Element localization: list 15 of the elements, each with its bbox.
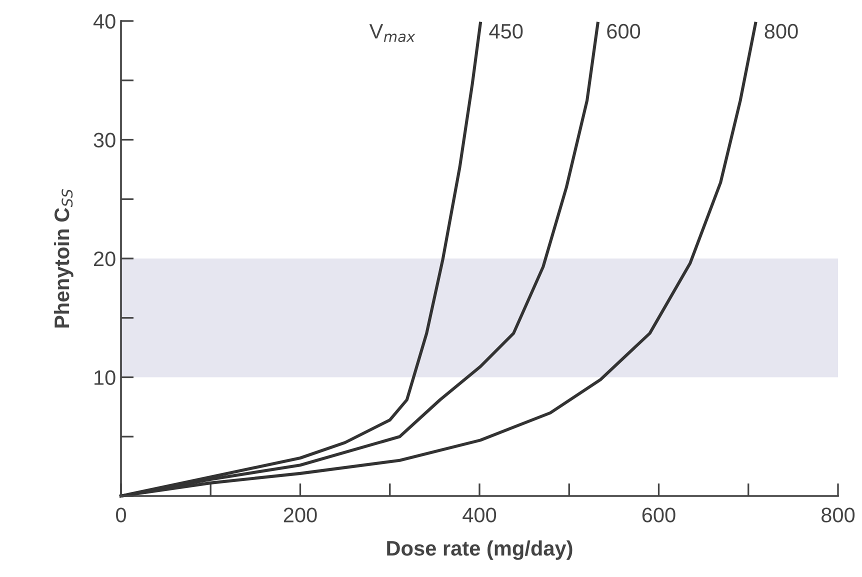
series-label: 600 (607, 24, 640, 39)
x-tick-label: 600 (642, 508, 676, 522)
y-tick-label: 20 (94, 252, 116, 266)
x-tick-label: 200 (284, 508, 317, 522)
y-tick-label: 30 (94, 132, 116, 148)
series-label: 800 (764, 24, 798, 39)
series-label: 450 (489, 24, 523, 39)
x-axis-title: Dose rate (mg/day) (387, 540, 572, 560)
x-tick-label: 0 (116, 508, 126, 522)
x-tick-label: 400 (462, 508, 496, 522)
y-tick-label: 10 (94, 370, 116, 386)
annotation: V$_{max}$ (369, 24, 416, 42)
x-tick-label: 800 (822, 508, 855, 522)
y-tick-label: 40 (93, 14, 116, 29)
y-axis-title: Phenytoin C$_{SS}$ (54, 189, 74, 328)
